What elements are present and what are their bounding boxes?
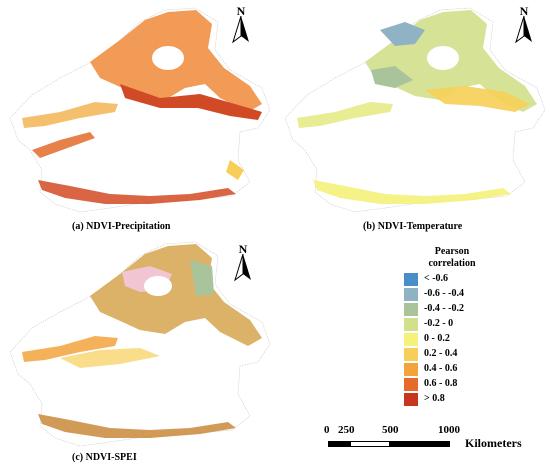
legend-label: 0.6 - 0.8 [424,378,458,389]
legend-swatch [404,288,418,301]
legend: Pearson correlation < -0.6 -0.6 - -0.4 -0.… [400,246,504,416]
legend-label: 0 - 0.2 [424,333,450,344]
legend-label: -0.4 - -0.2 [424,303,464,314]
legend-label: -0.6 - -0.4 [424,288,464,299]
legend-title-line2: correlation [428,258,476,269]
scale-bar: 0 250 500 1000 Kilometers [320,424,548,458]
scale-tick-1000: 1000 [438,424,460,436]
legend-swatch [404,273,418,286]
legend-swatch [404,363,418,376]
legend-label: 0.2 - 0.4 [424,348,458,359]
north-letter: N [238,242,248,256]
scale-units: Kilometers [465,436,522,450]
legend-swatch [404,333,418,346]
legend-label: < -0.6 [424,273,449,284]
scale-segment-2 [350,441,390,447]
legend-swatch [404,318,418,331]
map-panel-b: (b) NDVI-Temperature N [275,0,550,235]
legend-swatch [404,348,418,361]
map-panel-a: (a) NDVI-Precipitation N [0,0,275,235]
caption-panel-a: (a) NDVI-Precipitation [72,221,171,232]
map-ndvi-temperature [284,7,546,213]
legend-title-line1: Pearson [434,246,470,257]
legend-swatch [404,303,418,316]
north-arrow-icon [232,16,249,44]
legend-swatch [404,378,418,391]
north-arrow-icon [515,16,532,44]
scale-tick-500: 500 [382,424,399,436]
north-arrow-icon [234,254,251,282]
north-letter: N [236,4,246,18]
legend-swatch [404,393,418,406]
scale-segment-3 [390,441,450,447]
scale-tick-250: 250 [338,424,355,436]
map-ndvi-precipitation [9,7,271,213]
legend-title: Pearson correlation [400,246,504,270]
north-letter: N [519,4,529,18]
caption-panel-b: (b) NDVI-Temperature [363,221,463,232]
legend-label: 0.4 - 0.6 [424,363,458,374]
north-arrow-a: N [228,4,254,44]
scale-segment-1 [328,441,350,447]
map-ndvi-spei [9,241,271,447]
legend-label: > 0.8 [424,393,445,404]
north-arrow-c: N [230,242,256,282]
scale-tick-0: 0 [324,424,330,436]
caption-panel-c: (c) NDVI-SPEI [72,452,137,463]
north-arrow-b: N [511,4,537,44]
legend-label: -0.2 - 0 [424,318,454,329]
map-panel-c: (c) NDVI-SPEI N [0,238,300,466]
